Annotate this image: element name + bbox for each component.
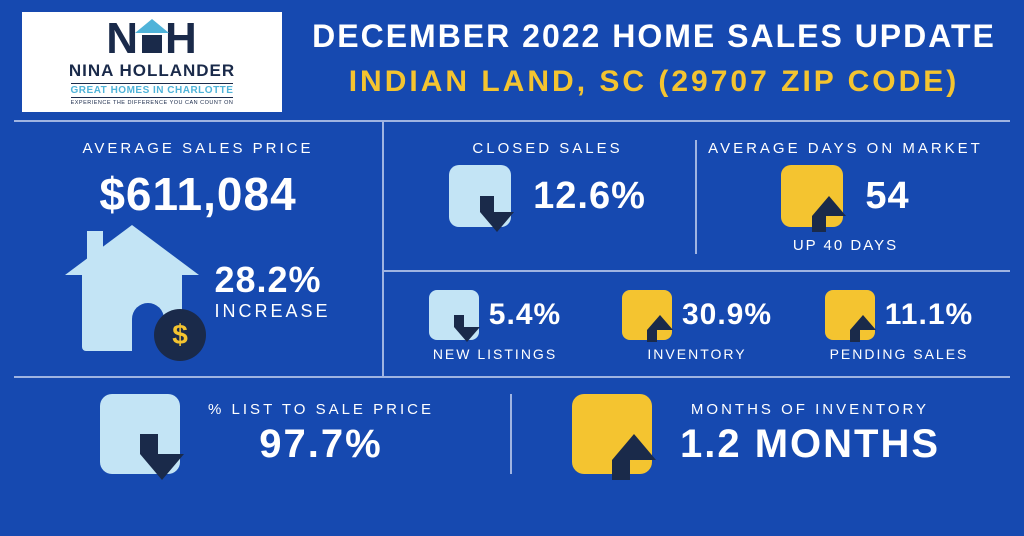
avg-price-change-pct: 28.2% — [214, 259, 330, 301]
arrow-up-icon — [622, 290, 672, 340]
logo-house-icon — [135, 19, 169, 53]
logo-tagline: EXPERIENCE THE DIFFERENCE YOU CAN COUNT … — [71, 100, 234, 106]
months-inventory-value: 1.2 MONTHS — [680, 422, 940, 467]
dom-value: 54 — [865, 175, 909, 218]
days-on-market-cell: AVERAGE DAYS ON MARKET 54 UP 40 DAYS — [697, 140, 994, 254]
new-listings-value: 5.4% — [489, 298, 561, 332]
house-icon: $ — [65, 225, 200, 355]
pending-sales-value: 11.1% — [885, 298, 973, 332]
months-inventory-cell: MONTHS OF INVENTORY 1.2 MONTHS — [512, 394, 1000, 474]
dollar-coin-icon: $ — [154, 309, 206, 361]
arrow-up-icon — [825, 290, 875, 340]
arrow-up-icon — [572, 394, 652, 474]
logo-subtitle: GREAT HOMES IN CHARLOTTE — [71, 83, 234, 98]
avg-price-label: AVERAGE SALES PRICE — [30, 140, 366, 157]
dom-subtext: UP 40 DAYS — [793, 237, 898, 254]
arrow-down-icon — [100, 394, 180, 474]
header-text: DECEMBER 2022 HOME SALES UPDATE INDIAN L… — [306, 12, 1002, 99]
right-panel: CLOSED SALES 12.6% AVERAGE DAYS ON MARKE… — [384, 122, 1010, 376]
logo: N H NINA HOLLANDER GREAT HOMES IN CHARLO… — [22, 12, 282, 112]
list-to-sale-value: 97.7% — [208, 422, 434, 467]
closed-sales-cell: CLOSED SALES 12.6% — [400, 140, 697, 254]
header: N H NINA HOLLANDER GREAT HOMES IN CHARLO… — [0, 0, 1024, 120]
avg-price-value: $611,084 — [30, 167, 366, 221]
stats-row-2: 5.4% NEW LISTINGS 30.9% INVENTORY — [384, 272, 1010, 376]
stats-grid-bottom: % LIST TO SALE PRICE 97.7% MONTHS OF INV… — [14, 376, 1010, 486]
arrow-down-icon — [449, 165, 511, 227]
new-listings-cell: 5.4% NEW LISTINGS — [394, 290, 596, 362]
arrow-up-icon — [781, 165, 843, 227]
closed-sales-value: 12.6% — [533, 175, 646, 218]
months-inventory-label: MONTHS OF INVENTORY — [680, 401, 940, 418]
arrow-down-icon — [429, 290, 479, 340]
page-title: DECEMBER 2022 HOME SALES UPDATE — [306, 18, 1002, 55]
inventory-cell: 30.9% INVENTORY — [596, 290, 798, 362]
avg-price-change: 28.2% INCREASE — [214, 259, 330, 322]
stats-row-1: CLOSED SALES 12.6% AVERAGE DAYS ON MARKE… — [384, 122, 1010, 272]
pending-sales-cell: 11.1% PENDING SALES — [798, 290, 1000, 362]
stats-grid-top: AVERAGE SALES PRICE $611,084 $ 28.2% INC… — [14, 120, 1010, 376]
dom-label: AVERAGE DAYS ON MARKET — [708, 140, 983, 157]
avg-price-change-label: INCREASE — [214, 301, 330, 322]
pending-sales-label: PENDING SALES — [830, 346, 969, 362]
new-listings-label: NEW LISTINGS — [433, 346, 557, 362]
logo-name: NINA HOLLANDER — [69, 61, 235, 81]
page-subtitle: INDIAN LAND, SC (29707 ZIP CODE) — [306, 65, 1002, 99]
logo-letter-h: H — [165, 19, 198, 59]
avg-price-panel: AVERAGE SALES PRICE $611,084 $ 28.2% INC… — [14, 122, 384, 376]
closed-sales-label: CLOSED SALES — [472, 140, 622, 157]
logo-monogram: N H — [106, 19, 198, 59]
list-to-sale-cell: % LIST TO SALE PRICE 97.7% — [24, 394, 512, 474]
inventory-label: INVENTORY — [647, 346, 746, 362]
list-to-sale-label: % LIST TO SALE PRICE — [208, 401, 434, 418]
inventory-value: 30.9% — [682, 298, 772, 332]
